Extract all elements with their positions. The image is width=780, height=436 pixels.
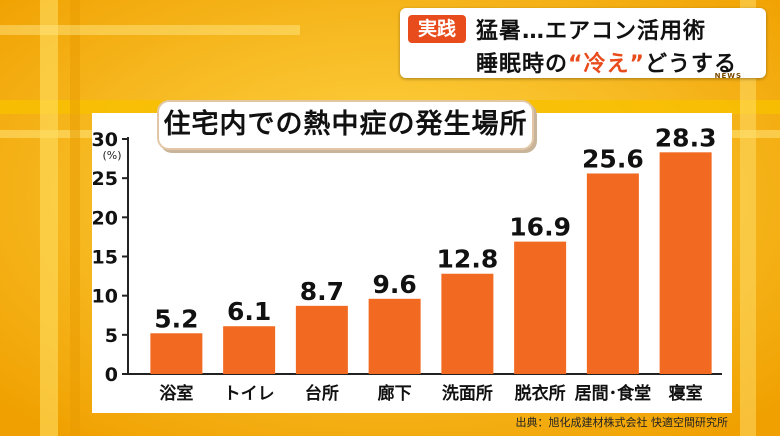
bar-value-label-4: 12.8 <box>437 245 499 274</box>
bar-value-label-3: 9.6 <box>372 270 416 299</box>
chart-title: 住宅内での熱中症の発生場所 <box>157 100 534 150</box>
bar-value-label-1: 6.1 <box>227 297 271 326</box>
bar-value-label-0: 5.2 <box>154 304 198 333</box>
category-label-3: 廊下 <box>378 383 412 404</box>
bar-value-label-2: 8.7 <box>300 277 344 306</box>
caption-sub-highlight: “冷え” <box>568 52 645 77</box>
y-tick-label: 0 <box>105 364 118 386</box>
y-tick-label: 20 <box>92 207 118 229</box>
category-label-4: 洗面所 <box>442 383 493 404</box>
y-tick-label: 30 <box>92 129 118 151</box>
y-axis-unit: (%) <box>102 149 121 162</box>
news-logo: NEWS <box>714 72 742 80</box>
y-tick-label: 5 <box>105 325 118 347</box>
caption-sub-before: 睡眠時の <box>476 52 569 77</box>
category-label-2: 台所 <box>305 383 339 404</box>
bar-value-label-6: 25.6 <box>582 144 644 173</box>
bar-3 <box>368 298 421 374</box>
bar-value-label-5: 16.9 <box>509 213 571 242</box>
bar-value-label-7: 28.3 <box>655 123 717 152</box>
bar-6 <box>586 173 639 374</box>
bar-0 <box>150 333 203 374</box>
category-label-0: 浴室 <box>159 383 193 404</box>
caption-sub-after: どうする <box>644 52 737 77</box>
bar-4 <box>441 273 494 374</box>
caption-tag: 実践 <box>408 15 466 43</box>
caption-headline: 猛暑…エアコン活用術 <box>476 19 707 44</box>
bar-5 <box>514 241 567 374</box>
bar-2 <box>295 305 348 374</box>
y-tick-label: 15 <box>92 247 118 269</box>
news-caption: 実践 猛暑…エアコン活用術 睡眠時の“冷え”どうする <box>400 8 766 78</box>
category-label-5: 脱衣所 <box>515 383 566 404</box>
bar-7 <box>659 152 712 374</box>
y-tick-label: 25 <box>92 168 118 190</box>
bar-1 <box>223 326 276 374</box>
category-label-6: 居間･食堂 <box>575 383 652 404</box>
category-label-1: トイレ <box>224 384 275 404</box>
y-tick-label: 10 <box>92 286 118 308</box>
caption-subheadline: 睡眠時の“冷え”どうする <box>476 46 737 78</box>
source-credit: 出典：旭化成建材株式会社 快適空間研究所 <box>515 416 729 429</box>
category-label-7: 寝室 <box>669 383 703 404</box>
